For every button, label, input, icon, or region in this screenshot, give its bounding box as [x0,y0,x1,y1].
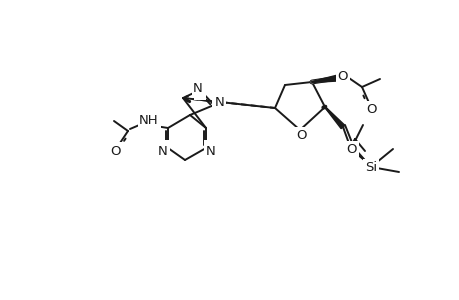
Text: N: N [215,95,224,109]
Text: Si: Si [364,160,376,173]
Text: O: O [337,70,347,83]
Text: N: N [206,145,215,158]
Text: NH: NH [140,115,159,128]
Text: N: N [158,145,168,158]
Polygon shape [324,107,344,129]
Polygon shape [311,75,338,82]
Text: O: O [111,145,121,158]
Text: N: N [195,85,204,98]
Text: O: O [112,143,123,157]
Text: O: O [296,128,307,142]
Text: N: N [213,98,223,110]
Text: N: N [213,97,224,110]
Text: N: N [159,142,168,154]
Text: N: N [205,142,214,154]
Text: O: O [346,142,357,155]
Text: NH: NH [139,113,158,127]
Text: N: N [193,82,202,94]
Text: O: O [366,103,376,116]
